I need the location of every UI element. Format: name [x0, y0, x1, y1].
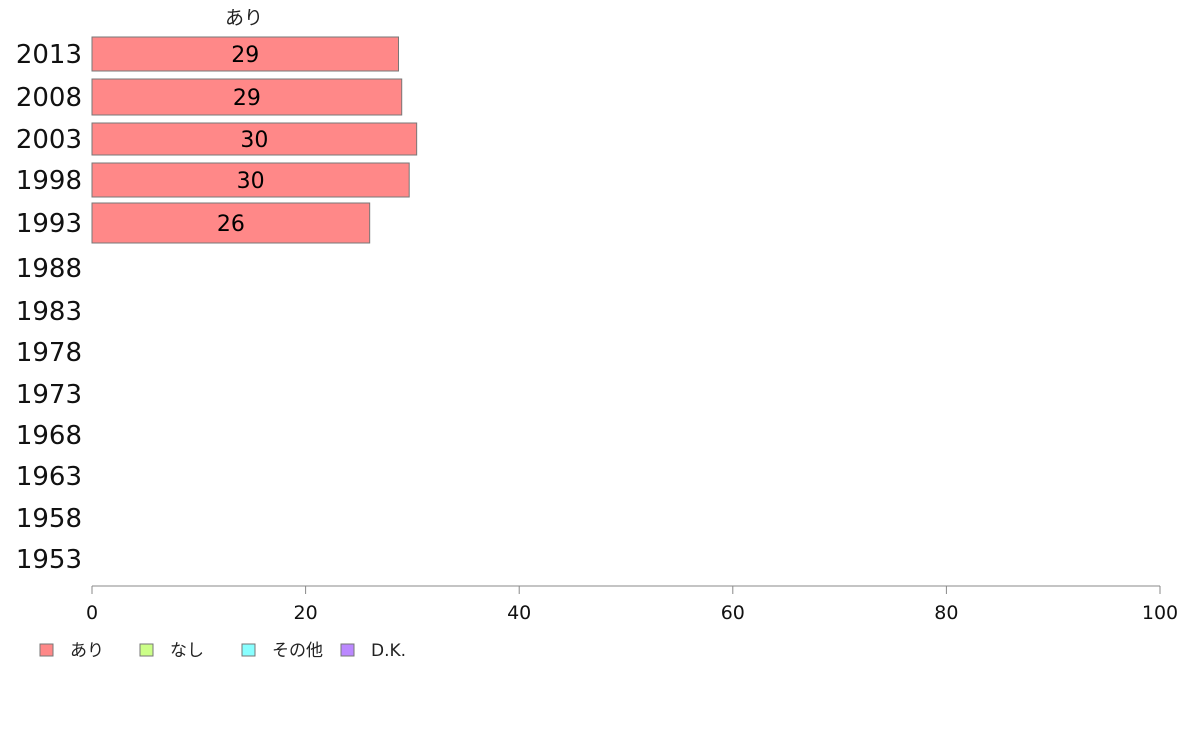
legend-swatch-3: [340, 643, 355, 657]
year-label-1968: 1968: [16, 421, 82, 451]
year-label-1998: 1998: [16, 166, 82, 196]
year-labels: 2013 2008 2003 1998 1993 1988 1983 1978 1973 1968…: [16, 40, 82, 575]
x-tick-label-100: 100: [1142, 602, 1178, 624]
legend-swatch-1: [139, 643, 154, 657]
bar-2008-0: [91, 78, 403, 116]
year-label-1973: 1973: [16, 380, 82, 410]
bar-1993-0: [91, 202, 371, 244]
year-label-2013: 2013: [16, 40, 82, 70]
legend-swatch-2: [241, 643, 256, 657]
year-label-1953: 1953: [16, 545, 82, 575]
legend-label-2: その他: [272, 641, 323, 661]
year-label-1978: 1978: [16, 338, 82, 368]
bars-layer: [91, 36, 418, 244]
bar-1998-0: [91, 162, 410, 198]
data-label-1993: 26: [217, 212, 245, 237]
year-label-2008: 2008: [16, 83, 82, 113]
legend-swatch-0: [39, 643, 54, 657]
data-label-2008: 29: [233, 86, 261, 111]
data-label-2013: 29: [231, 43, 259, 68]
legend-label-0: あり: [70, 641, 104, 661]
bar-2013-0: [91, 36, 400, 72]
data-label-2003: 30: [240, 128, 268, 153]
x-tick-label-0: 0: [86, 602, 98, 624]
bar-2003-0: [91, 122, 418, 156]
x-tick-label-20: 20: [294, 602, 318, 624]
year-label-2003: 2003: [16, 125, 82, 155]
year-label-1993: 1993: [16, 209, 82, 239]
x-tick-label-40: 40: [507, 602, 531, 624]
column-header: あり: [225, 7, 263, 29]
x-tick-label-60: 60: [721, 602, 745, 624]
year-label-1988: 1988: [16, 254, 82, 284]
legend-label-3: D.K.: [371, 641, 406, 661]
year-label-1983: 1983: [16, 297, 82, 327]
legend-label-1: なし: [170, 641, 204, 661]
year-label-1958: 1958: [16, 504, 82, 534]
legend: あり なし その他 D.K.: [39, 641, 406, 661]
data-label-1998: 30: [237, 169, 265, 194]
x-tick-label-80: 80: [934, 602, 958, 624]
x-axis: 0 20 40 60 80 100: [86, 585, 1178, 624]
year-label-1963: 1963: [16, 462, 82, 492]
value-labels: 29 29 30 30 26: [217, 43, 268, 237]
